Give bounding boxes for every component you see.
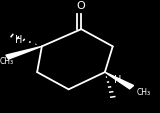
Text: CH₃: CH₃: [136, 87, 151, 96]
Text: H: H: [114, 74, 121, 84]
Text: O: O: [77, 1, 86, 11]
Polygon shape: [105, 73, 134, 89]
Text: H: H: [15, 34, 22, 44]
Text: CH₃: CH₃: [0, 56, 13, 65]
Polygon shape: [6, 47, 42, 60]
